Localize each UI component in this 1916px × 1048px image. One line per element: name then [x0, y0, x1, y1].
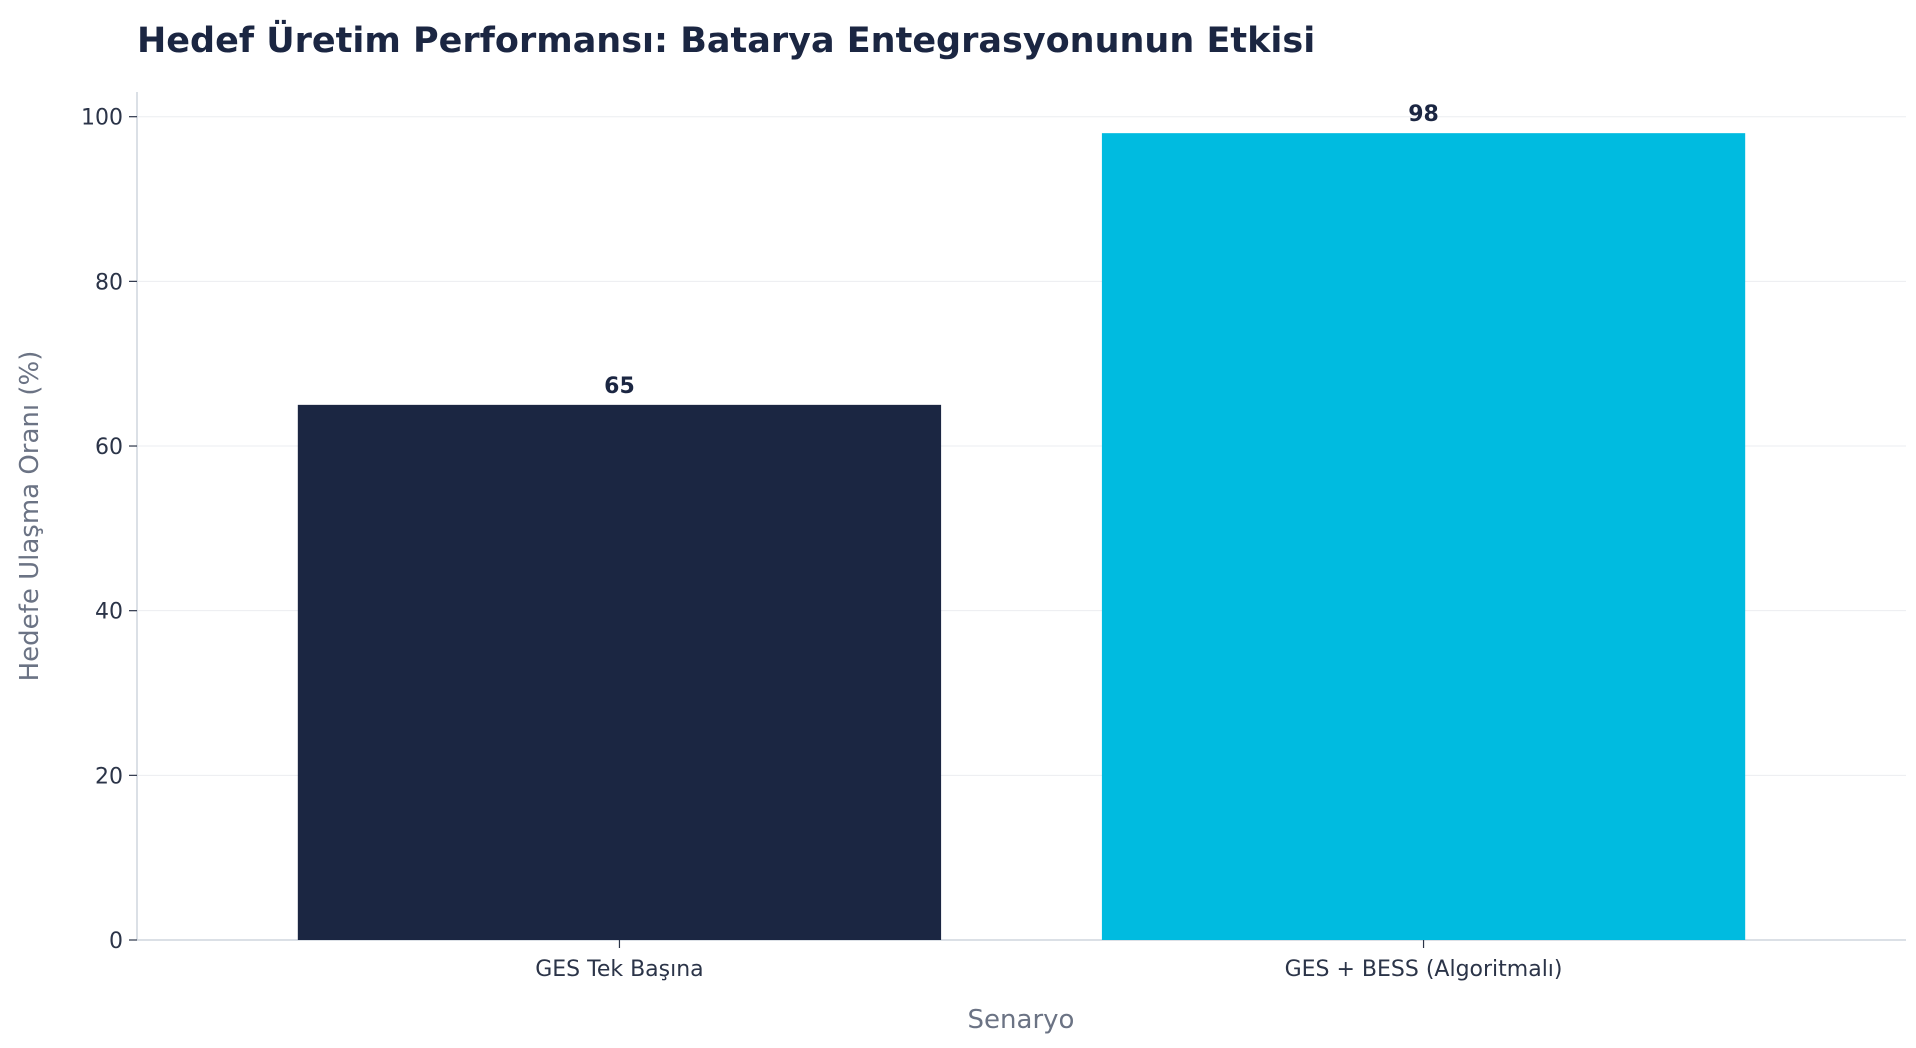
data-label: 98 [1408, 102, 1439, 127]
y-axis-label: Hedefe Ulaşma Oranı (%) [15, 351, 45, 682]
y-tick-label: 0 [109, 929, 123, 954]
y-tick-label: 20 [95, 764, 123, 789]
y-tick-label: 40 [95, 600, 123, 625]
y-tick-label: 100 [81, 106, 123, 131]
bars [297, 133, 1746, 941]
x-axis-label: Senaryo [968, 1005, 1075, 1035]
chart-title: Hedef Üretim Performansı: Batarya Entegr… [137, 19, 1315, 61]
x-tick-label: GES + BESS (Algoritmalı) [1285, 957, 1563, 982]
bar [1101, 133, 1746, 941]
x-tick-label: GES Tek Başına [535, 957, 703, 982]
y-tick-label: 60 [95, 435, 123, 460]
x-axis-ticks: GES Tek Başına GES + BESS (Algoritmalı) [535, 940, 1563, 982]
y-axis-ticks: 0 20 40 60 80 100 [81, 106, 137, 954]
bar [297, 404, 942, 940]
value-labels: 65 98 [604, 102, 1439, 399]
y-tick-label: 80 [95, 270, 123, 295]
data-label: 65 [604, 374, 635, 399]
